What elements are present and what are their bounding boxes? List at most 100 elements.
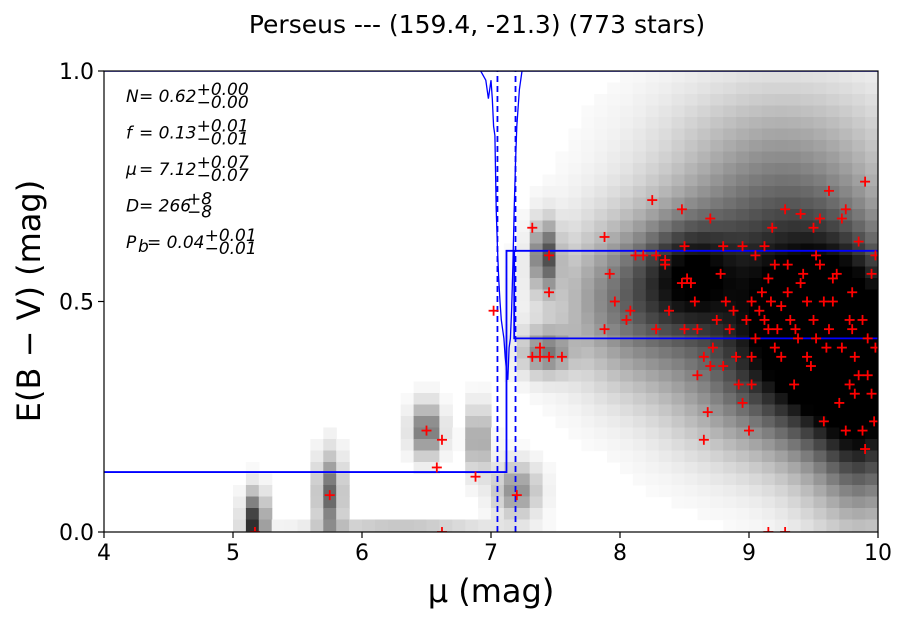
density-cell <box>658 381 673 394</box>
density-cell <box>323 450 337 463</box>
star-point <box>715 268 726 279</box>
density-cell <box>710 255 724 268</box>
density-cell <box>297 531 311 532</box>
star-point <box>763 273 774 284</box>
density-cell <box>813 174 827 187</box>
density-cell <box>852 266 866 279</box>
density-cell <box>607 289 621 302</box>
svg-text:−8: −8 <box>187 203 212 223</box>
density-cell <box>800 174 815 187</box>
density-cell <box>826 312 840 325</box>
density-cell <box>813 508 827 521</box>
star-point <box>676 204 687 215</box>
density-cell <box>813 232 827 245</box>
density-cell <box>749 232 763 245</box>
density-cell <box>774 462 789 475</box>
density-cell <box>555 197 569 210</box>
density-cell <box>749 278 763 291</box>
star-point <box>544 250 555 261</box>
density-cell <box>503 485 518 498</box>
density-cell <box>865 278 878 291</box>
density-cell <box>723 128 737 141</box>
density-cell <box>503 473 518 486</box>
density-cell <box>271 531 286 532</box>
density-cell <box>658 289 673 302</box>
density-cell <box>852 312 866 325</box>
density-cell <box>478 496 492 509</box>
density-cell <box>594 381 608 394</box>
density-cell <box>774 473 789 486</box>
density-cell <box>865 519 878 532</box>
density-cell <box>749 209 763 222</box>
density-cell <box>787 174 802 187</box>
density-cell <box>658 450 673 463</box>
density-cell <box>761 278 776 291</box>
density-cell <box>852 255 866 268</box>
density-cell <box>632 370 647 383</box>
density-cell <box>749 312 763 325</box>
star-points <box>249 176 878 532</box>
density-cell <box>413 519 428 532</box>
density-cell <box>581 105 595 118</box>
density-cell <box>800 324 815 337</box>
density-cell <box>620 324 634 337</box>
density-cell <box>749 404 763 417</box>
density-cell <box>607 312 621 325</box>
star-point <box>844 379 855 390</box>
density-cell <box>800 301 815 314</box>
density-cell <box>555 312 569 325</box>
density-cell <box>568 255 582 268</box>
density-cell <box>697 94 711 107</box>
density-cell <box>800 519 815 532</box>
density-cell <box>800 335 815 348</box>
density-cell <box>529 301 544 314</box>
density-cell <box>684 186 698 199</box>
density-cell <box>761 404 776 417</box>
density-cell <box>607 335 621 348</box>
density-cell <box>774 519 789 532</box>
density-cell <box>233 519 247 532</box>
star-point <box>853 236 864 247</box>
density-cell <box>516 347 531 360</box>
density-cell <box>787 335 802 348</box>
density-cell <box>761 94 776 107</box>
density-cell <box>413 416 428 429</box>
star-point <box>647 195 658 206</box>
density-cell <box>761 174 776 187</box>
density-cell <box>697 243 711 256</box>
density-cell <box>749 450 763 463</box>
density-cell <box>774 82 789 95</box>
density-cell <box>723 255 737 268</box>
star-point <box>711 314 722 325</box>
density-cell <box>671 151 686 164</box>
density-cell <box>671 301 686 314</box>
density-cell <box>245 496 260 509</box>
star-point <box>860 444 871 455</box>
density-cell <box>645 186 660 199</box>
density-cell <box>697 163 711 176</box>
density-cell <box>542 381 557 394</box>
density-cell <box>710 508 724 521</box>
density-cell <box>632 82 647 95</box>
fit-parameter: μ = 7.12 +0.07−0.07 <box>125 153 249 186</box>
density-cell <box>516 439 531 452</box>
star-point <box>689 296 700 307</box>
density-cell <box>774 71 789 84</box>
density-cell <box>323 473 337 486</box>
density-cell <box>426 393 440 406</box>
density-cell <box>542 266 557 279</box>
density-cell <box>671 427 686 440</box>
density-cell <box>620 427 634 440</box>
density-cell <box>632 163 647 176</box>
density-cell <box>813 197 827 210</box>
density-cell <box>632 462 647 475</box>
density-cell <box>723 381 737 394</box>
star-point <box>720 296 731 307</box>
density-cell <box>478 404 492 417</box>
density-cell <box>542 243 557 256</box>
density-cell <box>826 508 840 521</box>
density-cell <box>761 140 776 153</box>
density-cell <box>800 370 815 383</box>
density-cell <box>826 416 840 429</box>
density-cell <box>710 117 724 130</box>
